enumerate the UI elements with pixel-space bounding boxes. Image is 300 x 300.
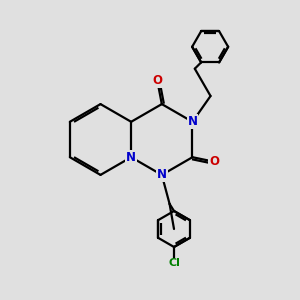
- Text: O: O: [152, 74, 162, 87]
- Text: Cl: Cl: [168, 259, 180, 269]
- Text: N: N: [188, 115, 197, 128]
- Text: N: N: [157, 168, 167, 182]
- Text: O: O: [209, 155, 219, 168]
- Text: N: N: [126, 151, 136, 164]
